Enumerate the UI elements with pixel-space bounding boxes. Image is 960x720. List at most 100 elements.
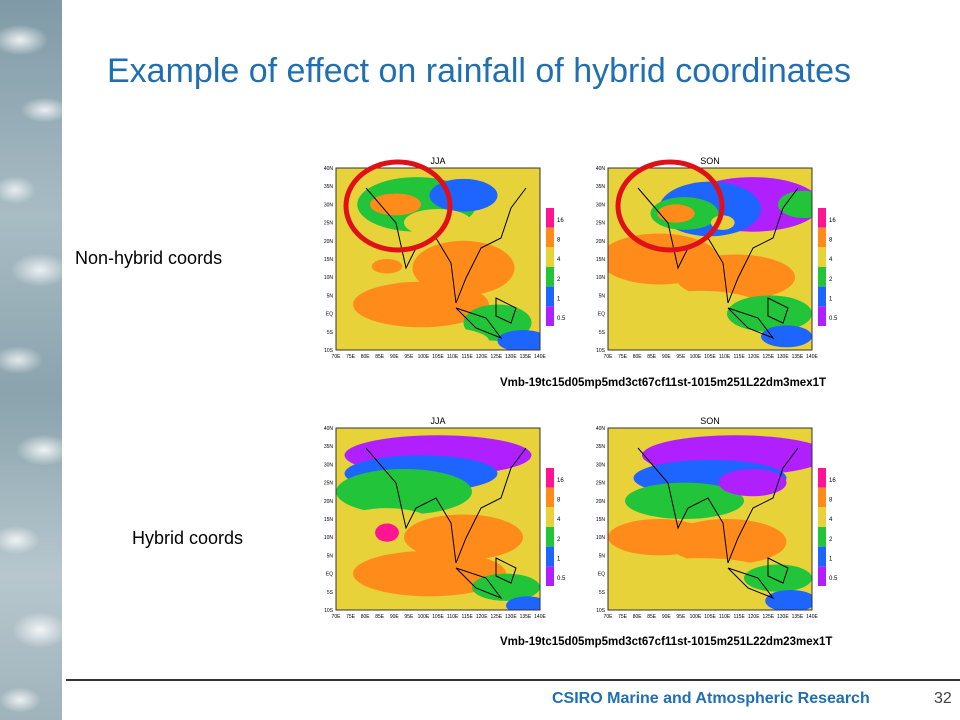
lat-tick-label: 10N [324, 535, 334, 541]
lon-tick-label: 70E [332, 354, 342, 360]
rainfall-region [336, 468, 472, 515]
lon-tick-label: 115E [733, 614, 745, 620]
colorbar-label: 0.5 [829, 576, 838, 582]
lat-tick-label: 15N [324, 257, 334, 263]
lon-tick-label: 75E [346, 614, 356, 620]
lon-tick-label: 125E [762, 614, 774, 620]
coastline [637, 187, 799, 304]
lon-tick-label: 75E [618, 354, 628, 360]
lon-tick-label: 90E [662, 354, 672, 360]
lat-tick-label: 30N [324, 202, 334, 208]
map-frame [335, 167, 541, 351]
rainfall-region [387, 327, 489, 350]
colorbar-segment [818, 286, 826, 307]
colorbar-segment [818, 468, 826, 488]
map-panel-hybrid-jja: JJA 40N 35N 30N 25N 20N 15N 10N 5N EQ 5S 10S 70E 75E 8… [308, 412, 572, 632]
colorbar-label: 16 [829, 218, 836, 224]
rainfall-field [336, 428, 540, 610]
season-label: JJA [430, 416, 445, 426]
footer-organization: CSIRO Marine and Atmospheric Research [552, 690, 870, 707]
lat-tick-label: 30N [324, 462, 334, 468]
lat-tick-label: 25N [324, 221, 334, 227]
lon-tick-label: 110E [447, 614, 459, 620]
rainfall-region [765, 589, 812, 610]
lon-tick-label: 135E [792, 614, 804, 620]
rainfall-region [371, 259, 403, 274]
rainfall-region [375, 523, 399, 542]
lat-tick-label: 40N [596, 426, 606, 432]
lat-tick-label: 5N [327, 553, 334, 559]
lon-tick-label: 80E [361, 614, 371, 620]
lon-tick-label: 105E [704, 354, 716, 360]
lon-tick-label: 140E [534, 614, 546, 620]
lon-tick-label: 120E [476, 354, 488, 360]
lon-tick-label: 140E [806, 614, 818, 620]
colorbar-segment [818, 306, 826, 326]
lat-tick-label: 5S [599, 590, 606, 596]
lon-tick-label: 100E [690, 354, 702, 360]
colorbar-label: 2 [557, 277, 561, 283]
colorbar-label: 0.5 [557, 316, 566, 322]
sky-background-strip [0, 0, 62, 720]
rainfall-region [667, 519, 787, 565]
lon-tick-label: 120E [748, 614, 760, 620]
lat-tick-label: 35N [324, 444, 334, 450]
rainfall-region [657, 204, 695, 223]
rainfall-region [727, 295, 812, 332]
row-label-hybrid: Hybrid coords [132, 528, 244, 548]
rainfall-region [412, 240, 515, 296]
rainfall-region [497, 329, 540, 350]
lat-tick-label: 5S [599, 330, 606, 336]
lon-tick-label: 85E [375, 614, 385, 620]
lat-tick-label: 35N [596, 184, 606, 190]
rainfall-region [429, 178, 498, 212]
lon-tick-label: 70E [604, 354, 614, 360]
lon-tick-label: 95E [404, 354, 414, 360]
lon-tick-label: 90E [390, 354, 400, 360]
lon-tick-label: 100E [418, 354, 430, 360]
lat-tick-label: 25N [596, 481, 606, 487]
lon-tick-label: 125E [762, 354, 774, 360]
lon-tick-label: 135E [792, 354, 804, 360]
highlight-circle [343, 159, 453, 253]
lon-tick-label: 105E [432, 614, 444, 620]
lat-tick-label: 30N [596, 202, 606, 208]
colorbar-segment [546, 267, 554, 287]
lat-tick-label: 20N [596, 499, 606, 505]
colorbar-label: 1 [829, 296, 833, 302]
lat-tick-label: 10S [596, 348, 606, 354]
lon-tick-label: 95E [676, 354, 686, 360]
lat-tick-label: 20N [596, 239, 606, 245]
rainfall-region [625, 558, 778, 599]
colorbar-segment [546, 487, 554, 508]
lon-tick-label: 90E [390, 614, 400, 620]
lon-tick-label: 115E [461, 354, 473, 360]
lon-tick-label: 125E [490, 354, 502, 360]
lon-tick-label: 80E [361, 354, 371, 360]
lon-tick-label: 100E [690, 614, 702, 620]
lon-tick-label: 80E [633, 354, 643, 360]
colorbar-label: 2 [829, 277, 833, 283]
lat-tick-label: 5S [327, 590, 334, 596]
row-label-non-hybrid: Non-hybrid coords [75, 248, 223, 268]
rainfall-region [404, 208, 472, 237]
colorbar-segment [818, 267, 826, 287]
slide-title: Example of effect on rainfall of hybrid … [107, 52, 852, 90]
lon-tick-label: 115E [461, 614, 473, 620]
lon-tick-label: 80E [633, 614, 643, 620]
map-panel-hybrid-son: SON 40N 35N 30N 25N 20N 15N 10N 5N EQ 5S 10S 70E 75E 8… [580, 412, 844, 632]
coastline [365, 447, 527, 564]
colorbar-label: 1 [557, 556, 561, 562]
caption-nonhybrid: Vmb-19tc15d05mp5md3ct67cf11st-1015m251L2… [500, 377, 827, 389]
colorbar-label: 1 [829, 556, 833, 562]
colorbar-segment [546, 566, 554, 586]
island-outlines [727, 297, 789, 340]
lon-tick-label: 85E [647, 354, 657, 360]
lat-tick-label: 10S [596, 608, 606, 614]
rainfall-region [370, 193, 421, 216]
colorbar-label: 8 [557, 237, 561, 243]
colorbar-segment [818, 208, 826, 228]
